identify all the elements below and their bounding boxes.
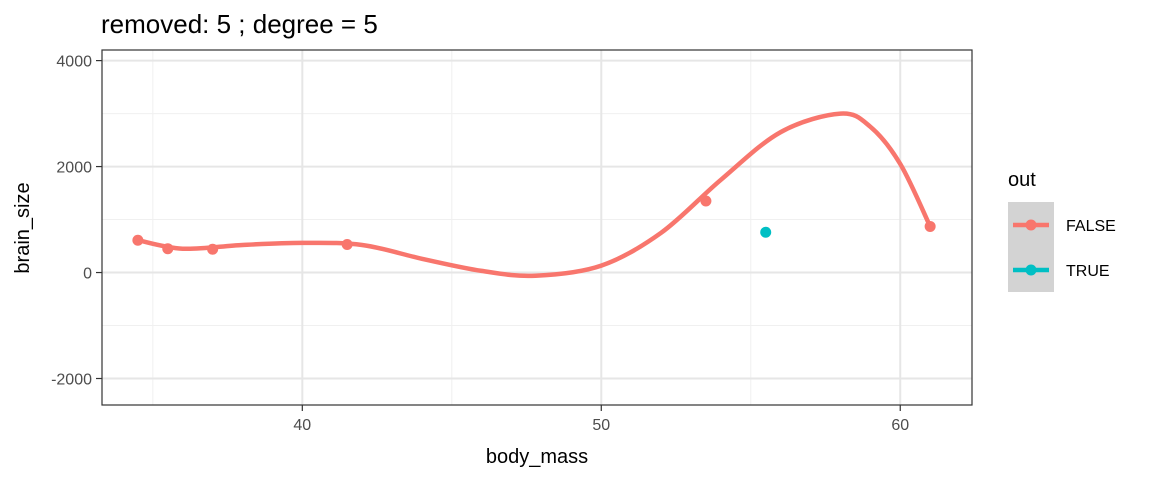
legend-title: out xyxy=(1008,169,1036,191)
data-point-false xyxy=(700,195,712,207)
data-point-false xyxy=(132,234,144,246)
y-axis: -2000 0 2000 4000 xyxy=(51,54,102,389)
y-tick-label: 2000 xyxy=(56,160,92,177)
legend-label: FALSE xyxy=(1066,218,1116,235)
plot-panel xyxy=(102,50,972,405)
x-tick-label: 40 xyxy=(293,417,311,434)
y-axis-title: brain_size xyxy=(12,182,34,273)
legend-key-background xyxy=(1008,202,1054,292)
data-point-false xyxy=(341,238,353,250)
x-tick-label: 50 xyxy=(592,417,610,434)
legend-keys: FALSE TRUE xyxy=(1013,218,1116,280)
x-axis: 40 50 60 xyxy=(293,405,909,434)
data-point-true xyxy=(760,226,772,238)
chart-title: removed: 5 ; degree = 5 xyxy=(101,9,378,39)
x-axis-title: body_mass xyxy=(486,446,588,468)
legend-label: TRUE xyxy=(1066,263,1110,280)
y-tick-label: -2000 xyxy=(51,372,92,389)
data-points xyxy=(132,195,936,255)
legend-key-point xyxy=(1025,219,1037,231)
plot-border xyxy=(101,49,973,406)
data-point-false xyxy=(207,243,219,255)
data-point-false xyxy=(924,220,936,232)
data-point-false xyxy=(162,243,174,255)
legend-key-point xyxy=(1025,264,1037,276)
legend: out FALSE TRUE xyxy=(1008,169,1116,292)
x-tick-label: 60 xyxy=(891,417,909,434)
grid-major xyxy=(102,50,972,405)
y-tick-label: 4000 xyxy=(56,54,92,71)
y-tick-label: 0 xyxy=(83,266,92,283)
fit-curve-false xyxy=(135,111,933,279)
